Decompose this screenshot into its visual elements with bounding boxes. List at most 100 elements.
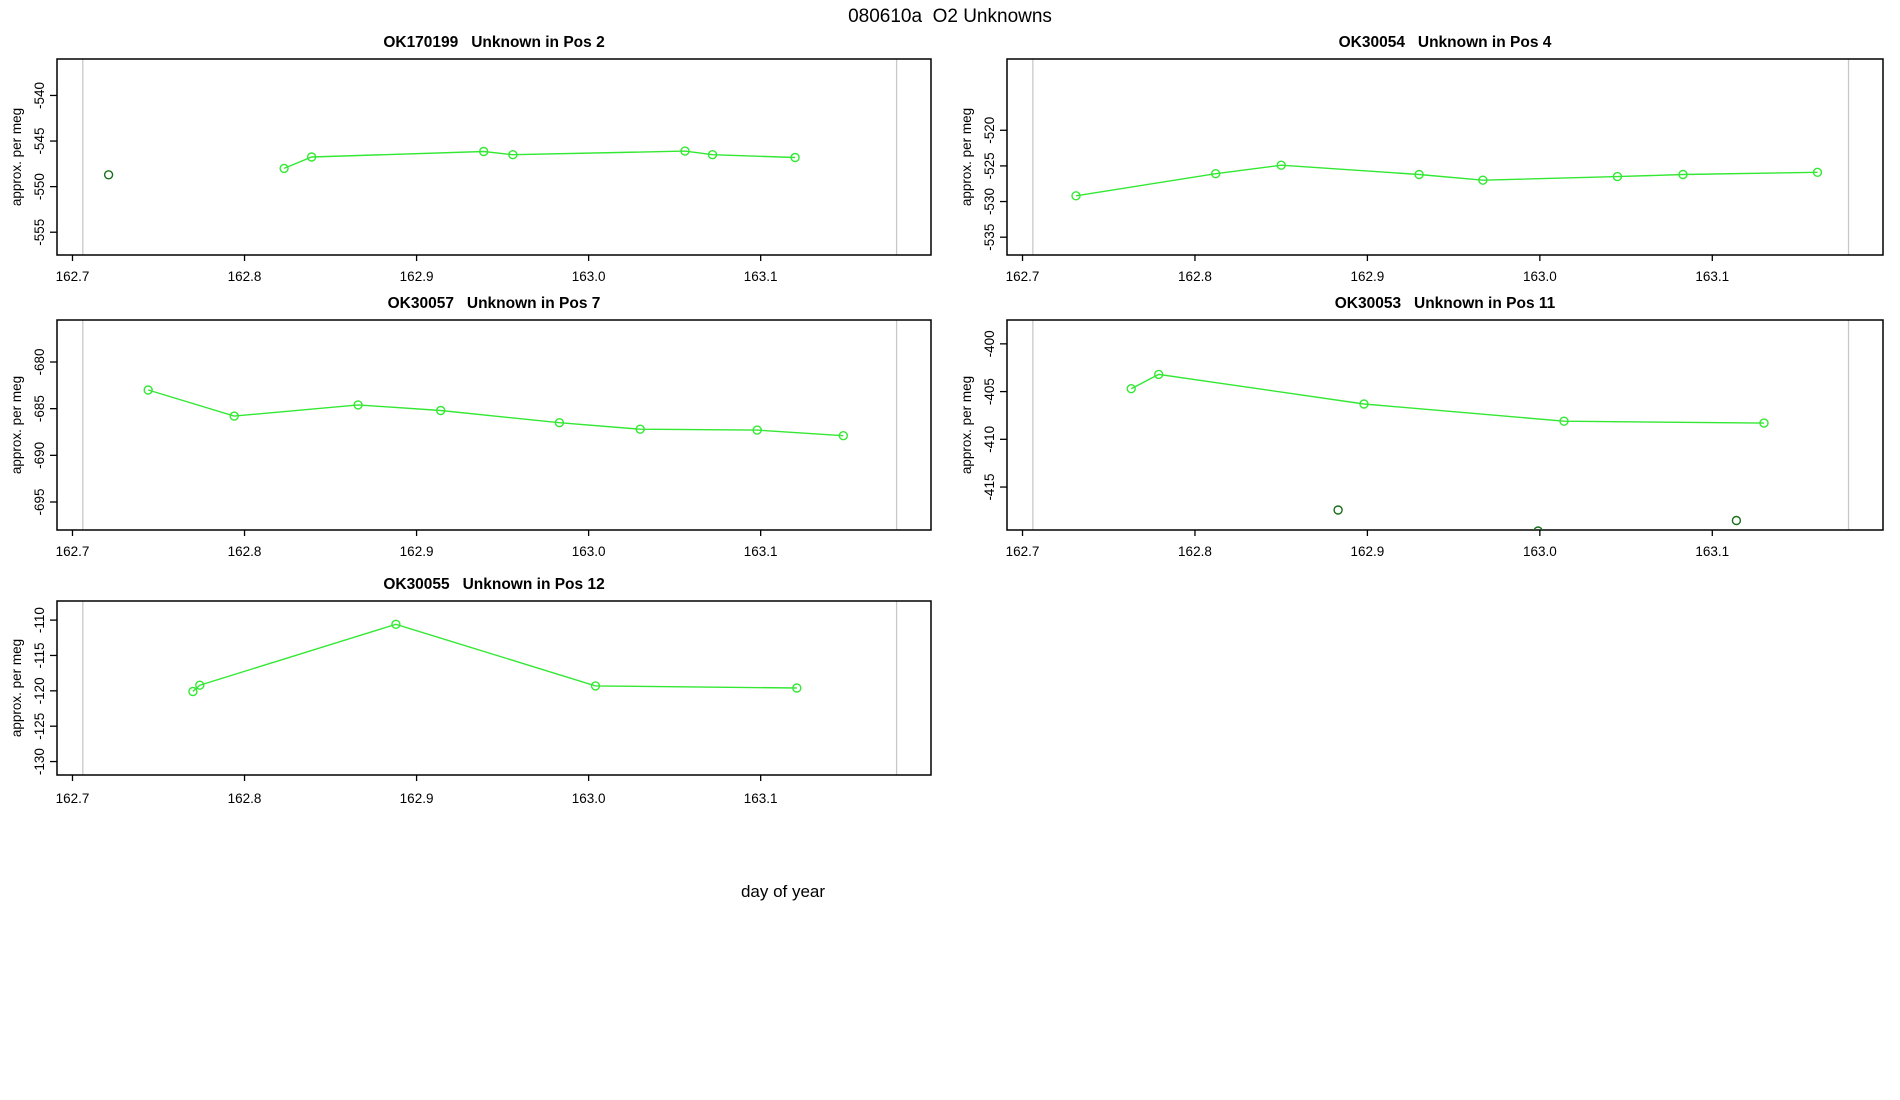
run-values-point <box>479 146 489 157</box>
run-values-point <box>1276 160 1286 170</box>
panel-title: OK30054 Unknown in Pos 4 <box>1339 34 1552 51</box>
x-tick-label: 163.1 <box>1695 544 1729 559</box>
run-values-point <box>1678 169 1688 180</box>
run-values-point <box>1359 399 1369 409</box>
x-tick-label: 162.7 <box>1006 269 1040 284</box>
panel-OK30054: OK30054 Unknown in Pos 4 approx. per meg 1… <box>959 34 1884 284</box>
x-tick-label: 162.8 <box>1178 544 1212 559</box>
y-axis-label: approx. per meg <box>959 376 974 474</box>
run-values-point <box>1414 169 1424 180</box>
x-tick-label: 162.9 <box>1351 544 1385 559</box>
plot-box <box>1006 319 1884 531</box>
run-values-point <box>707 149 718 160</box>
panel-OK30055: OK30055 Unknown in Pos 12 approx. per meg… <box>9 576 932 806</box>
run-values-point <box>1559 416 1569 426</box>
y-tick-label: -550 <box>32 173 47 200</box>
y-tick-label: -695 <box>32 488 47 515</box>
x-tick-label: 163.0 <box>572 544 606 559</box>
y-tick-label: -120 <box>32 677 47 704</box>
x-tick-label: 163.1 <box>744 269 778 284</box>
x-tick-label: 162.8 <box>228 544 262 559</box>
run-values-point <box>1071 191 1081 201</box>
run-values-line <box>192 623 797 693</box>
plot-box <box>56 600 932 776</box>
x-tick-label: 163.0 <box>572 791 606 806</box>
panel-OK30053: OK30053 Unknown in Pos 11 approx. per meg… <box>959 295 1884 559</box>
x-tick-label: 162.8 <box>1178 269 1212 284</box>
run-values-point <box>508 149 518 160</box>
x-tick-label: 162.9 <box>400 269 434 284</box>
y-tick-label: -415 <box>982 474 997 501</box>
series-group <box>143 385 848 441</box>
run-values-line <box>1075 164 1818 197</box>
y-tick-label: -540 <box>32 82 47 109</box>
y-axis-label: approx. per meg <box>959 108 974 206</box>
plot-box <box>1006 58 1884 256</box>
y-tick-label: -685 <box>32 395 47 422</box>
plot-box <box>56 319 932 531</box>
flagged-values-point <box>1533 526 1543 530</box>
flagged-values-point <box>1731 515 1742 526</box>
run-values-point <box>554 418 565 428</box>
run-values-point <box>680 146 690 156</box>
run-values-point <box>1478 175 1488 185</box>
y-tick-label: -115 <box>32 642 47 668</box>
panel-title: OK170199 Unknown in Pos 2 <box>383 34 604 51</box>
y-tick-label: -520 <box>982 117 997 144</box>
y-tick-label: -400 <box>982 330 997 357</box>
y-tick-label: -555 <box>32 219 47 246</box>
y-axis-label: approx. per meg <box>9 108 24 206</box>
x-tick-label: 162.7 <box>1006 544 1040 559</box>
x-tick-label: 163.1 <box>744 544 778 559</box>
y-tick-label: -405 <box>982 378 997 405</box>
series-group <box>103 146 800 180</box>
x-tick-label: 162.7 <box>56 269 90 284</box>
run-values-point <box>1759 418 1769 428</box>
run-values-point <box>188 686 198 697</box>
series-group <box>1071 160 1823 201</box>
flagged-values-point <box>1333 505 1343 515</box>
run-values-point <box>1812 167 1823 178</box>
run-values-point <box>790 152 800 163</box>
run-values-point <box>306 152 317 162</box>
plot-box <box>56 58 932 256</box>
x-axis-shared-label: day of year <box>741 882 825 901</box>
x-tick-label: 163.1 <box>1695 269 1729 284</box>
y-tick-label: -525 <box>982 152 997 179</box>
run-values-line <box>147 389 844 437</box>
run-values-point <box>391 619 401 629</box>
series-group <box>188 619 802 697</box>
x-tick-label: 162.9 <box>400 544 434 559</box>
run-values-line <box>283 150 796 170</box>
x-tick-label: 162.9 <box>1351 269 1385 284</box>
run-values-point <box>590 681 601 691</box>
y-tick-label: -545 <box>32 128 47 155</box>
series-group <box>1126 369 1769 530</box>
run-values-point <box>752 425 762 435</box>
x-tick-label: 163.0 <box>1523 269 1557 284</box>
run-values-point <box>838 431 848 441</box>
x-tick-label: 163.0 <box>1523 544 1557 559</box>
run-values-point <box>1210 168 1221 179</box>
x-tick-label: 163.0 <box>572 269 606 284</box>
x-tick-label: 163.1 <box>744 791 778 806</box>
y-tick-label: -690 <box>32 442 47 469</box>
panel-OK170199: OK170199 Unknown in Pos 2 approx. per meg… <box>9 34 932 284</box>
panel-OK30057: OK30057 Unknown in Pos 7 approx. per meg 1… <box>9 295 932 559</box>
x-tick-label: 162.9 <box>400 791 434 806</box>
y-tick-label: -130 <box>32 748 47 775</box>
y-axis-label: approx. per meg <box>9 639 24 737</box>
panel-title: OK30057 Unknown in Pos 7 <box>388 295 601 312</box>
run-values-point <box>1612 171 1623 182</box>
run-values-line <box>1130 373 1765 424</box>
y-tick-label: -110 <box>32 607 47 633</box>
run-values-point <box>1153 369 1164 380</box>
y-tick-label: -410 <box>982 426 997 453</box>
x-tick-label: 162.7 <box>56 791 90 806</box>
run-values-point <box>635 424 645 434</box>
run-values-point <box>143 385 153 395</box>
x-tick-label: 162.7 <box>56 544 90 559</box>
y-tick-label: -530 <box>982 188 997 215</box>
x-tick-label: 162.8 <box>228 791 262 806</box>
